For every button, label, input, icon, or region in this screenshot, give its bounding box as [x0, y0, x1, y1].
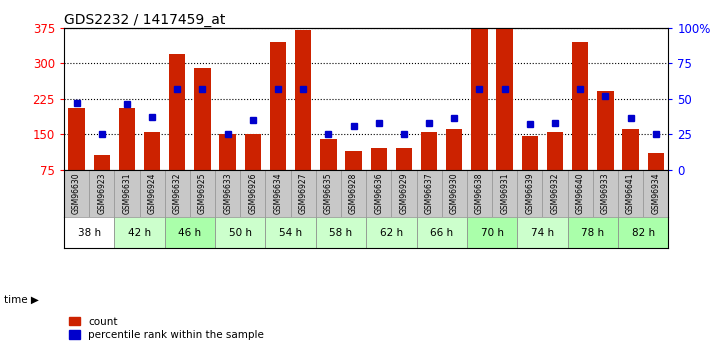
- Text: GSM96934: GSM96934: [651, 172, 661, 214]
- Bar: [316, 169, 341, 217]
- Bar: [648, 153, 664, 169]
- Bar: [522, 136, 538, 169]
- Bar: [295, 30, 311, 169]
- Bar: [265, 217, 316, 248]
- Bar: [467, 169, 492, 217]
- Bar: [144, 132, 160, 169]
- Bar: [341, 169, 366, 217]
- Bar: [567, 169, 593, 217]
- Bar: [165, 169, 190, 217]
- Text: GSM96636: GSM96636: [374, 172, 383, 214]
- Bar: [471, 28, 488, 169]
- Text: GSM96639: GSM96639: [525, 172, 535, 214]
- Text: GSM96640: GSM96640: [576, 172, 584, 214]
- Bar: [366, 169, 391, 217]
- Text: GDS2232 / 1417459_at: GDS2232 / 1417459_at: [64, 12, 225, 27]
- Text: GSM96637: GSM96637: [424, 172, 434, 214]
- Text: GSM96641: GSM96641: [626, 172, 635, 214]
- Bar: [618, 169, 643, 217]
- Text: GSM96928: GSM96928: [349, 172, 358, 214]
- Bar: [547, 132, 563, 169]
- Bar: [265, 169, 291, 217]
- Bar: [396, 148, 412, 169]
- Bar: [215, 217, 265, 248]
- Text: 62 h: 62 h: [380, 228, 403, 238]
- Bar: [245, 134, 261, 169]
- Bar: [572, 42, 589, 169]
- Bar: [446, 129, 462, 169]
- Text: 82 h: 82 h: [631, 228, 655, 238]
- Bar: [346, 151, 362, 169]
- Text: 58 h: 58 h: [329, 228, 353, 238]
- Text: GSM96631: GSM96631: [122, 172, 132, 214]
- Text: GSM96927: GSM96927: [299, 172, 308, 214]
- Text: GSM96932: GSM96932: [550, 172, 560, 214]
- Text: 38 h: 38 h: [77, 228, 101, 238]
- Bar: [593, 169, 618, 217]
- Bar: [139, 169, 165, 217]
- Bar: [119, 108, 135, 169]
- Bar: [64, 169, 89, 217]
- Bar: [622, 129, 638, 169]
- Bar: [618, 217, 668, 248]
- Text: 74 h: 74 h: [531, 228, 554, 238]
- Bar: [220, 134, 236, 169]
- Text: 42 h: 42 h: [128, 228, 151, 238]
- Bar: [215, 169, 240, 217]
- Text: GSM96930: GSM96930: [450, 172, 459, 214]
- Text: GSM96926: GSM96926: [248, 172, 257, 214]
- Bar: [517, 217, 567, 248]
- Legend: count, percentile rank within the sample: count, percentile rank within the sample: [69, 317, 264, 340]
- Text: 54 h: 54 h: [279, 228, 302, 238]
- Bar: [114, 169, 139, 217]
- Text: GSM96925: GSM96925: [198, 172, 207, 214]
- Bar: [517, 169, 542, 217]
- Text: GSM96931: GSM96931: [500, 172, 509, 214]
- Bar: [442, 169, 467, 217]
- Text: 78 h: 78 h: [581, 228, 604, 238]
- Bar: [542, 169, 567, 217]
- Bar: [190, 169, 215, 217]
- Text: GSM96632: GSM96632: [173, 172, 182, 214]
- Bar: [165, 217, 215, 248]
- Bar: [320, 139, 336, 169]
- Bar: [64, 217, 114, 248]
- Bar: [492, 169, 517, 217]
- Text: 50 h: 50 h: [229, 228, 252, 238]
- Bar: [169, 53, 186, 169]
- Bar: [417, 217, 467, 248]
- Text: GSM96633: GSM96633: [223, 172, 232, 214]
- Bar: [291, 169, 316, 217]
- Bar: [496, 28, 513, 169]
- Text: 66 h: 66 h: [430, 228, 454, 238]
- Text: GSM96933: GSM96933: [601, 172, 610, 214]
- Bar: [89, 169, 114, 217]
- Text: time ▶: time ▶: [4, 295, 38, 305]
- Text: 46 h: 46 h: [178, 228, 201, 238]
- Text: GSM96929: GSM96929: [400, 172, 408, 214]
- Bar: [316, 217, 366, 248]
- Bar: [467, 217, 517, 248]
- Bar: [391, 169, 417, 217]
- Bar: [417, 169, 442, 217]
- Text: GSM96630: GSM96630: [72, 172, 81, 214]
- Bar: [114, 217, 165, 248]
- Bar: [643, 169, 668, 217]
- Text: GSM96634: GSM96634: [274, 172, 282, 214]
- Bar: [567, 217, 618, 248]
- Text: GSM96638: GSM96638: [475, 172, 484, 214]
- Bar: [94, 155, 110, 169]
- Bar: [421, 132, 437, 169]
- Bar: [370, 148, 387, 169]
- Bar: [597, 91, 614, 169]
- Bar: [240, 169, 265, 217]
- Text: GSM96635: GSM96635: [324, 172, 333, 214]
- Bar: [68, 108, 85, 169]
- Bar: [194, 68, 210, 169]
- Bar: [366, 217, 417, 248]
- Text: GSM96924: GSM96924: [148, 172, 156, 214]
- Text: 70 h: 70 h: [481, 228, 503, 238]
- Bar: [270, 42, 287, 169]
- Text: GSM96923: GSM96923: [97, 172, 106, 214]
